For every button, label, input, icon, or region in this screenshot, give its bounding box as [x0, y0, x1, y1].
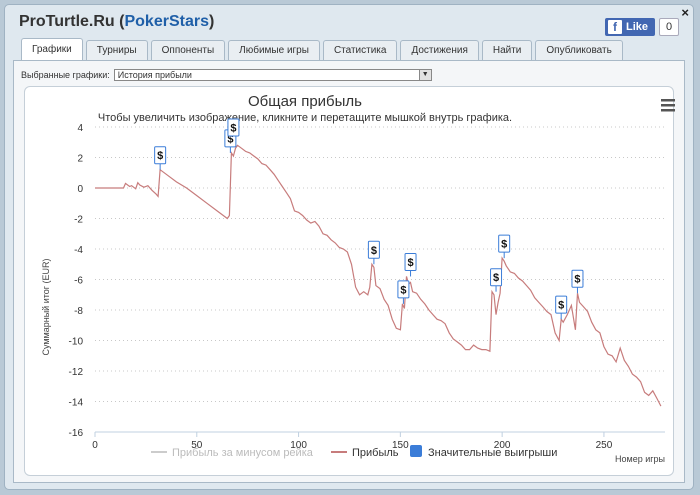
chart-legend: Прибыль за минусом рейка Прибыль Значите… [151, 445, 557, 459]
chart-select[interactable]: История прибыли ▼ [113, 69, 432, 81]
series-line-profit [95, 144, 662, 407]
menu-icon-bar [661, 109, 675, 112]
x-tick-label: 100 [290, 440, 307, 451]
menu-icon-bar [661, 99, 675, 102]
legend-item-net[interactable]: Прибыль за минусом рейка [172, 447, 314, 459]
charts-panel: Выбранные графики: История прибыли ▼ Общ… [13, 60, 685, 483]
big-win-marker[interactable]: $ [571, 269, 584, 294]
marker-flag [154, 146, 167, 165]
marker-label: $ [157, 150, 163, 162]
y-tick-label: -12 [69, 367, 84, 378]
big-win-marker[interactable]: $ [490, 268, 503, 292]
x-axis-ticks: 0 50 100 150 200 250 [92, 432, 613, 451]
legend-swatch-big-wins [410, 445, 422, 457]
profit-chart[interactable]: Общая прибыль Чтобы увеличить изображени… [25, 87, 675, 477]
legend-item-profit[interactable]: Прибыль [352, 447, 399, 459]
site-name: ProTurtle.Ru [19, 13, 115, 30]
tab-publish[interactable]: Опубликовать [535, 40, 623, 60]
legend-item-big-wins[interactable]: Значительные выигрыши [428, 447, 557, 459]
tab-achievements[interactable]: Достижения [400, 40, 479, 60]
marker-flag [555, 295, 568, 314]
big-win-marker[interactable]: $ [498, 234, 511, 259]
page-title: ProTurtle.Ru (PokerStars) [19, 13, 214, 31]
marker-label: $ [407, 257, 413, 269]
chart-selector-label: Выбранные графики: [21, 70, 110, 80]
x-tick-label: 150 [392, 440, 409, 451]
tab-charts[interactable]: Графики [21, 38, 83, 60]
marker-label: $ [558, 300, 564, 312]
marker-flag [404, 252, 417, 271]
y-tick-label: -4 [74, 245, 83, 256]
tab-bar: Графики Турниры Оппоненты Любимые игры С… [21, 38, 623, 60]
big-win-marker[interactable]: $ [227, 118, 240, 137]
y-tick-label: -8 [74, 306, 83, 317]
facebook-like-label: Like [626, 21, 649, 33]
markers-group: $$$$$$$$$$ [154, 118, 584, 320]
facebook-like-button[interactable]: f Like [605, 18, 655, 36]
x-tick-label: 0 [92, 440, 98, 451]
y-tick-label: -6 [74, 276, 83, 287]
x-tick-label: 250 [596, 440, 613, 451]
y-axis-label: Суммарный итог (EUR) [41, 258, 51, 355]
marker-flag [490, 268, 503, 287]
tab-tournaments[interactable]: Турниры [85, 40, 148, 60]
room-paren-close: ) [208, 13, 215, 30]
dropdown-arrow-icon[interactable]: ▼ [418, 70, 431, 80]
marker-label: $ [371, 245, 377, 257]
y-tick-label: -10 [69, 337, 84, 348]
big-win-marker[interactable]: $ [555, 295, 568, 320]
chart-selector-row: Выбранные графики: История прибыли ▼ [21, 69, 432, 81]
marker-label: $ [574, 274, 580, 286]
y-tick-label: -14 [69, 398, 84, 409]
chart-container[interactable]: Общая прибыль Чтобы увеличить изображени… [24, 86, 675, 477]
y-tick-label: -2 [74, 215, 83, 226]
big-win-marker[interactable]: $ [397, 280, 410, 304]
big-win-marker[interactable]: $ [367, 240, 380, 265]
y-tick-label: -16 [69, 428, 84, 439]
y-tick-label: 4 [77, 123, 83, 134]
chart-select-value: История прибыли [117, 70, 192, 80]
room-name[interactable]: PokerStars [124, 13, 209, 30]
marker-label: $ [400, 284, 406, 296]
marker-flag [571, 269, 584, 288]
marker-flag [397, 280, 410, 299]
tab-opponents[interactable]: Оппоненты [150, 40, 226, 60]
facebook-icon: f [608, 20, 622, 34]
tab-search[interactable]: Найти [481, 40, 533, 60]
menu-icon[interactable] [661, 99, 675, 112]
window: ProTurtle.Ru (PokerStars) × f Like 0 Гра… [4, 4, 694, 490]
chart-title: Общая прибыль [248, 93, 362, 110]
marker-label: $ [501, 239, 507, 251]
marker-flag [227, 118, 240, 137]
y-tick-label: 0 [77, 184, 83, 195]
marker-label: $ [227, 133, 233, 145]
marker-label: $ [493, 272, 499, 284]
marker-flag [367, 240, 380, 259]
tab-favorite-games[interactable]: Любимые игры [228, 40, 320, 60]
chart-grid [95, 126, 665, 402]
marker-label: $ [230, 123, 236, 135]
x-tick-label: 200 [494, 440, 511, 451]
chart-subtitle: Чтобы увеличить изображение, кликните и … [98, 112, 512, 124]
facebook-like-count: 0 [659, 18, 679, 36]
y-tick-label: 2 [77, 154, 83, 165]
y-axis-ticks: 4 2 0 -2 -4 -6 -8 -10 -12 -14 -16 [69, 123, 84, 439]
x-tick-label: 50 [191, 440, 203, 451]
menu-icon-bar [661, 104, 675, 107]
big-win-marker[interactable]: $ [404, 252, 417, 277]
close-icon[interactable]: × [681, 5, 689, 20]
x-axis-label: Номер игры [615, 454, 665, 464]
tab-statistics[interactable]: Статистика [322, 40, 398, 60]
big-win-marker[interactable]: $ [154, 146, 167, 170]
marker-flag [498, 234, 511, 253]
series-group [95, 144, 662, 407]
room-paren-open: ( [119, 13, 125, 30]
